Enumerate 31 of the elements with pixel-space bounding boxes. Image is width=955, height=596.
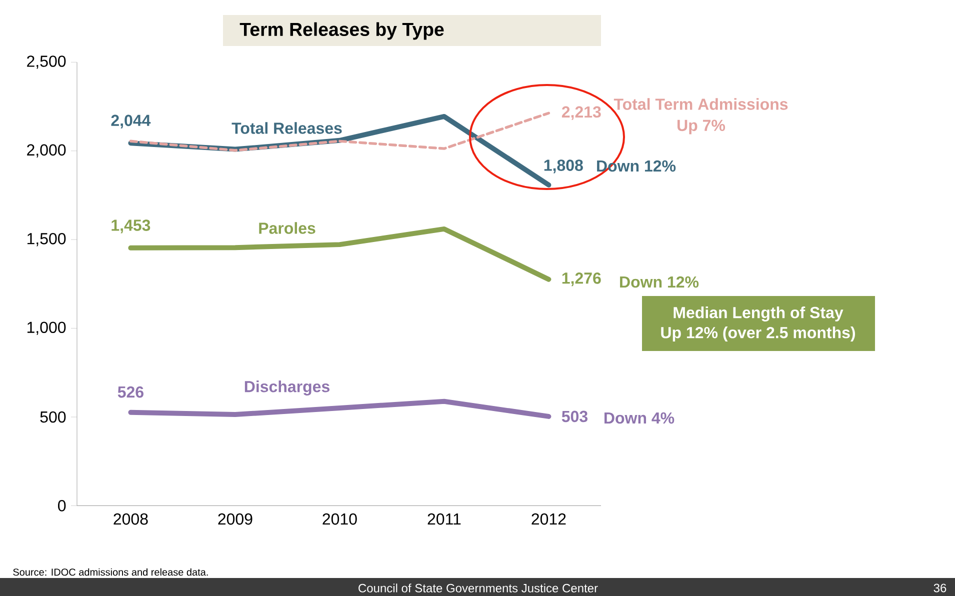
text: Up 7%	[678, 120, 726, 134]
y-tick-label: 500	[40, 411, 66, 423]
data-label: 1,453	[112, 220, 150, 234]
text: 36	[934, 584, 946, 592]
y-tick-label: 1,500	[27, 232, 66, 246]
data-label: 1,276	[562, 272, 601, 286]
y-tick-label: 0	[58, 500, 66, 512]
source-note: Source: IDOC admissions and release data.	[13, 568, 208, 576]
y-tick-label: 2,000	[27, 144, 66, 158]
text: Median Length of Stay	[674, 306, 844, 322]
text: Up 12% (over 2.5 months)	[661, 326, 855, 342]
text: Down 12%	[620, 276, 699, 288]
x-tick-label: 2012	[532, 513, 566, 525]
x-tick-label: 2008	[114, 513, 148, 525]
series-label: Total Releases	[232, 122, 342, 134]
text: Council of State Governments Justice Center	[358, 584, 598, 592]
y-tick-label: 1,000	[27, 322, 66, 335]
data-label: 2,213	[562, 106, 601, 120]
data-label: 503	[562, 410, 588, 422]
chart-title: Term Releases by Type	[240, 22, 444, 40]
text: Total Term Admissions	[614, 98, 788, 110]
x-tick-label: 2009	[218, 513, 252, 525]
x-tick-label: 2010	[322, 513, 357, 525]
data-label: 1,808	[544, 160, 583, 174]
y-tick-label: 2,500	[27, 56, 66, 69]
text: Down 4%	[604, 412, 674, 424]
x-tick-label: 2011	[428, 513, 461, 525]
data-label: 526	[118, 386, 144, 398]
series-label: Discharges	[244, 380, 330, 396]
data-label: 2,044	[111, 114, 151, 128]
series-label: Paroles	[259, 222, 316, 234]
